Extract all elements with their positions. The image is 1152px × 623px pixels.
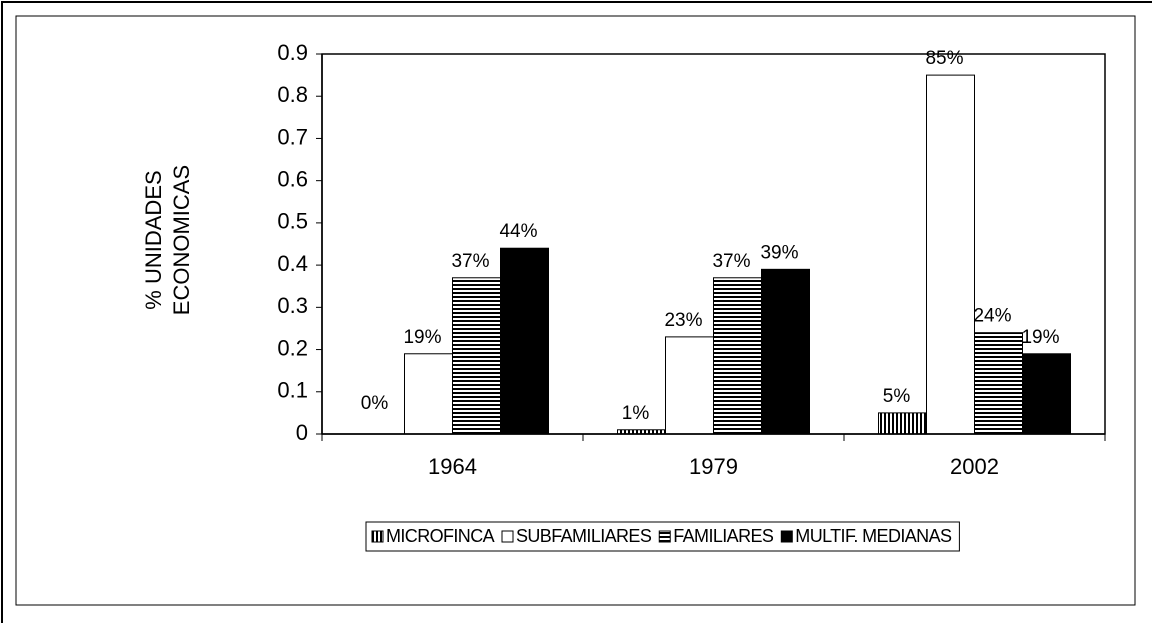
legend-label: FAMILIARES [673, 526, 774, 546]
bar [1022, 353, 1071, 435]
y-tick-label: 0.8 [277, 82, 308, 107]
value-label: 44% [499, 221, 537, 242]
y-tick-label: 0.7 [277, 124, 308, 149]
legend-label: MICROFINCA [386, 526, 495, 546]
y-tick-label: 0.2 [277, 335, 308, 360]
legend-swatch [501, 530, 514, 543]
value-label: 39% [760, 242, 798, 263]
value-label: 37% [451, 251, 489, 272]
x-tick-label: 1979 [689, 454, 738, 479]
value-label: 19% [403, 327, 441, 348]
bar [665, 336, 714, 435]
legend-label: MULTIF. MEDIANAS [795, 526, 952, 546]
y-axis-label: % UNIDADES [141, 170, 166, 309]
value-label: 5% [883, 386, 911, 407]
bar [878, 412, 927, 435]
bar [713, 277, 762, 435]
y-tick-label: 0.4 [277, 251, 308, 276]
y-axis-label: ECONOMICAS [169, 165, 194, 315]
y-tick-label: 0.6 [277, 166, 308, 191]
x-tick-label: 2002 [950, 454, 999, 479]
bar [974, 332, 1023, 435]
value-label: 23% [664, 310, 702, 331]
value-label: 19% [1021, 327, 1059, 348]
bar [500, 247, 549, 435]
legend-swatch [780, 530, 793, 543]
legend-swatch [371, 530, 384, 543]
y-tick-label: 0.5 [277, 209, 308, 234]
legend-swatch [658, 530, 671, 543]
chart-area [15, 15, 1136, 606]
value-label: 1% [622, 403, 650, 424]
bar [926, 74, 975, 435]
y-tick-label: 0.9 [277, 40, 308, 65]
y-tick-label: 0.3 [277, 293, 308, 318]
y-tick-label: 0.1 [277, 378, 308, 403]
bar [761, 268, 810, 435]
bar [452, 277, 501, 435]
legend-label: SUBFAMILIARES [516, 526, 652, 546]
x-tick-label: 1964 [428, 454, 477, 479]
value-label: 37% [712, 251, 750, 272]
value-label: 85% [925, 48, 963, 69]
y-tick-label: 0 [296, 420, 308, 445]
bar [404, 353, 453, 435]
value-label: 0% [361, 393, 389, 414]
plot-border [321, 53, 1106, 435]
value-label: 24% [973, 306, 1011, 327]
